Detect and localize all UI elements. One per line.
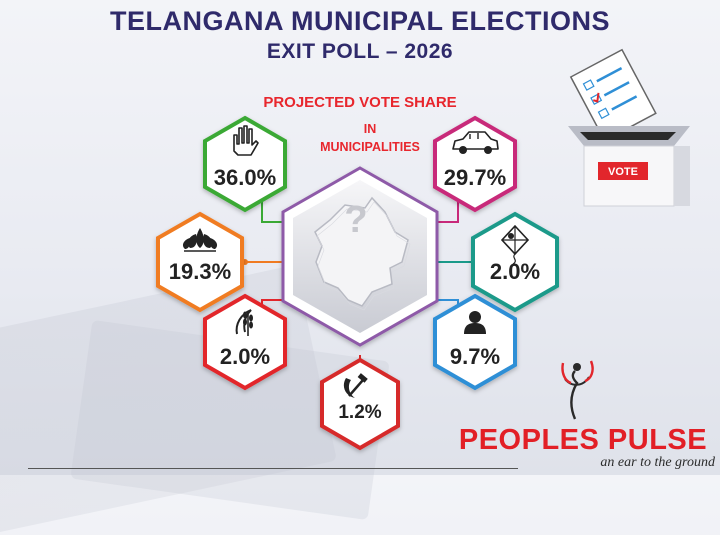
peoples-pulse-logo-icon [562, 361, 592, 419]
projected-vote-share-municipalities: MUNICIPALITIES [280, 140, 460, 154]
projected-vote-share-heading: PROJECTED VOTE SHARE [200, 94, 520, 111]
party-hex-congress [205, 118, 285, 210]
projected-vote-share-in: IN [320, 122, 420, 136]
ballot-box-label: VOTE [608, 166, 638, 178]
vote-share-congress: 36.0% [190, 165, 300, 191]
vote-share-brs: 29.7% [420, 165, 530, 191]
brand-tagline: an ear to the ground [515, 455, 715, 471]
vote-share-bjp: 19.3% [145, 259, 255, 285]
vote-share-cpi: 2.0% [190, 344, 300, 370]
party-hex-cpi [205, 296, 285, 388]
vote-share-aimim: 2.0% [460, 259, 570, 285]
footer-divider [28, 468, 518, 469]
ballot-box-icon: VOTE [568, 50, 690, 206]
party-hex-others [435, 296, 515, 388]
svg-text:?: ? [344, 199, 367, 241]
vote-share-others: 9.7% [420, 344, 530, 370]
brand-name: PEOPLES PULSE [458, 424, 708, 457]
vote-share-cpm: 1.2% [305, 402, 415, 424]
